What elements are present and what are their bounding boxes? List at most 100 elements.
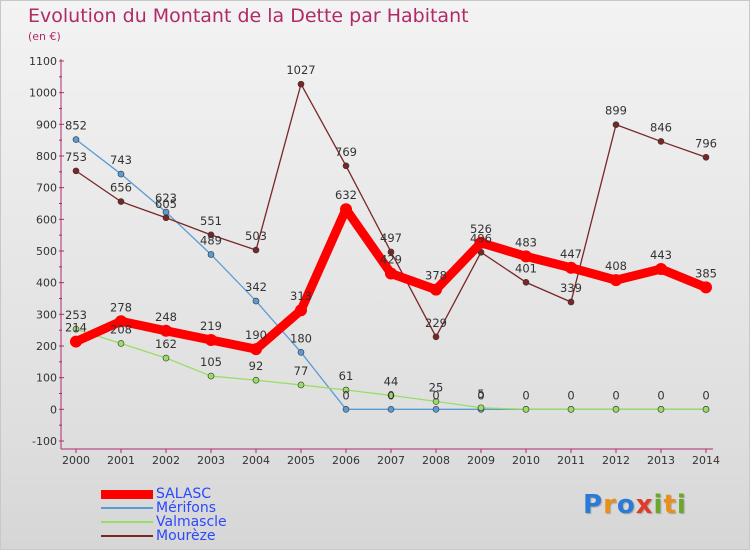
data-point: [387, 248, 395, 256]
data-label: 180: [290, 331, 312, 345]
legend-swatch: [101, 535, 153, 537]
data-point: [475, 236, 487, 249]
data-point: [655, 263, 667, 276]
data-label: 846: [650, 120, 672, 134]
legend-label: Valmascle: [156, 514, 227, 530]
data-point: [522, 406, 530, 413]
proxiti-logo: Proxiti: [583, 490, 687, 520]
data-label: 408: [605, 259, 627, 273]
x-tick-label: 2003: [197, 454, 225, 467]
data-label: 0: [342, 388, 349, 402]
x-tick-label: 2011: [557, 454, 585, 467]
data-point: [207, 372, 215, 380]
data-label: 852: [65, 119, 87, 133]
x-tick-label: 2005: [287, 454, 315, 467]
data-label: 605: [155, 197, 177, 211]
y-tick-label: 1100: [29, 55, 57, 68]
data-point: [72, 325, 80, 333]
data-label: 229: [425, 316, 447, 330]
data-label: 92: [249, 359, 264, 373]
data-point: [117, 198, 125, 205]
data-point: [432, 406, 440, 413]
data-point: [297, 381, 305, 389]
data-label: 253: [65, 308, 87, 322]
legend-label: Mourèze: [156, 528, 216, 544]
data-point: [612, 406, 620, 413]
y-tick-label: 100: [36, 372, 57, 385]
data-point: [115, 315, 127, 328]
y-tick-label: 200: [36, 340, 57, 353]
x-tick-label: 2008: [422, 454, 450, 467]
y-tick-label: 300: [36, 308, 57, 321]
data-label: 0: [432, 388, 439, 402]
data-label: 208: [110, 322, 132, 336]
x-tick-label: 2000: [62, 454, 90, 467]
data-label: 0: [477, 388, 484, 402]
data-label: 551: [200, 214, 222, 228]
data-label: 753: [65, 150, 87, 164]
data-label: 489: [200, 233, 222, 247]
data-label: 503: [245, 229, 267, 243]
data-label: 0: [612, 388, 619, 402]
data-label: 743: [110, 153, 132, 167]
data-label: 656: [110, 181, 132, 195]
data-label: 378: [425, 269, 447, 283]
data-point: [342, 386, 350, 394]
legend-swatch: [101, 521, 153, 523]
legend-label: SALASC: [156, 486, 212, 502]
legend-item-valmascle: Valmascle: [101, 515, 227, 529]
data-point: [252, 246, 260, 254]
data-label: 105: [200, 355, 222, 369]
data-label: 77: [294, 364, 309, 378]
chart-title: Evolution du Montant de la Dette par Hab…: [28, 5, 469, 27]
y-tick-label: 400: [36, 277, 57, 290]
data-point: [162, 214, 170, 222]
legend-swatch: [101, 507, 153, 509]
data-label: 443: [650, 248, 672, 262]
data-label: 339: [560, 281, 582, 295]
y-tick-label: 500: [36, 245, 57, 258]
data-label: 214: [65, 321, 87, 335]
data-point: [702, 406, 710, 413]
data-label: 447: [560, 247, 582, 261]
data-label: 401: [515, 261, 537, 275]
data-point: [657, 138, 665, 145]
data-point: [432, 398, 440, 405]
data-label: 61: [339, 369, 354, 383]
x-tick-label: 2001: [107, 454, 135, 467]
data-label: 190: [245, 328, 267, 342]
data-label: 162: [155, 337, 177, 351]
y-tick-label: 700: [36, 182, 57, 195]
data-point: [342, 406, 350, 413]
data-point: [432, 333, 440, 341]
y-tick-label: 900: [36, 118, 57, 131]
data-point: [162, 354, 170, 362]
data-label: 44: [384, 374, 399, 388]
data-label: 0: [567, 388, 574, 402]
data-point: [612, 121, 620, 128]
legend-label: Mérifons: [156, 500, 216, 516]
x-tick-label: 2010: [512, 454, 540, 467]
data-point: [702, 153, 710, 161]
data-label: 0: [657, 388, 664, 402]
y-tick-label: 600: [36, 213, 57, 226]
data-point: [205, 333, 217, 346]
legend-item-mérifons: Mérifons: [101, 501, 216, 515]
data-label: 219: [200, 319, 222, 333]
data-point: [477, 404, 485, 412]
data-label: 632: [335, 188, 357, 202]
data-point: [250, 343, 262, 356]
data-label: 1027: [286, 63, 315, 77]
y-tick-label: 1000: [29, 87, 57, 100]
y-tick-label: 800: [36, 150, 57, 163]
chart-subtitle: (en €): [28, 30, 61, 43]
data-label: 526: [470, 222, 492, 236]
y-tick-label: -100: [32, 435, 57, 448]
data-label: 278: [110, 300, 132, 314]
data-point: [522, 279, 530, 286]
data-point: [295, 304, 307, 317]
data-point: [72, 167, 80, 175]
data-label: 483: [515, 235, 537, 249]
